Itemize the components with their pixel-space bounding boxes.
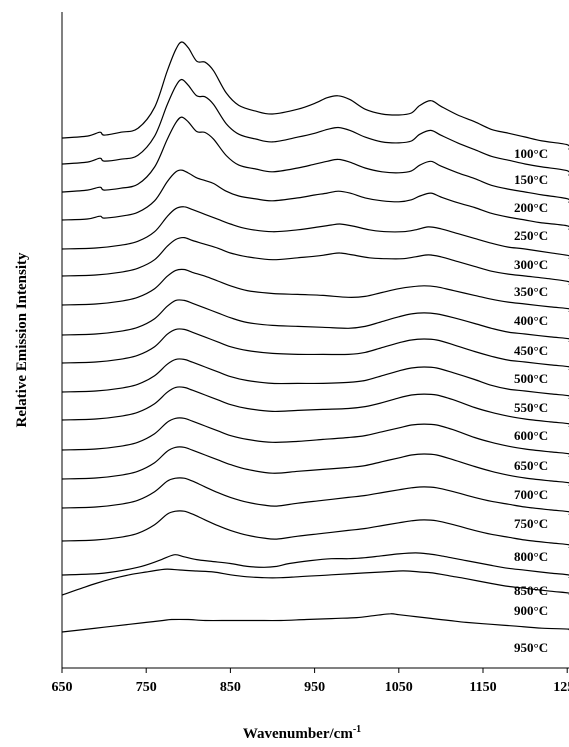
x-tick-label: 750	[136, 680, 157, 695]
spectrum-line	[61, 386, 569, 427]
curve-label: 400°C	[514, 313, 548, 328]
curve-label: 100°C	[514, 146, 548, 161]
curve-label: 350°C	[514, 284, 548, 299]
x-tick-label: 1250	[553, 680, 569, 695]
spectrum-line	[61, 78, 569, 176]
y-axis-title: Relative Emission Intensity	[14, 252, 30, 428]
spectrum-line	[61, 446, 569, 486]
curve-label: 950°C	[514, 640, 548, 655]
spectrum-line	[61, 568, 569, 596]
spectrum-line	[61, 299, 569, 342]
x-axis-title: Wavenumber/cm-1	[243, 724, 361, 742]
spectrum-line	[61, 477, 569, 515]
spectrum-line	[61, 613, 569, 633]
x-tick-label: 650	[52, 680, 73, 695]
x-tick-label: 1050	[385, 680, 413, 695]
spectrum-line	[61, 236, 569, 285]
spectrum-line	[61, 206, 569, 259]
spectrum-line	[61, 268, 569, 312]
curve-label: 300°C	[514, 257, 548, 272]
curve-label: 850°C	[514, 583, 548, 598]
curve-label: 900°C	[514, 603, 548, 618]
spectrum-line	[61, 358, 569, 399]
curve-label: 800°C	[514, 549, 548, 564]
x-tick-label: 1150	[469, 680, 496, 695]
spectra-curves	[61, 41, 569, 633]
curve-label: 600°C	[514, 428, 548, 443]
spectrum-line	[61, 328, 569, 370]
curve-label: 250°C	[514, 228, 548, 243]
spectrum-line	[61, 417, 569, 457]
curve-label: 200°C	[514, 200, 548, 215]
spectrum-line	[61, 116, 569, 203]
curve-labels: 100°C 150°C 200°C 250°C 300°C 350°C 400°C 450°C…	[514, 146, 548, 655]
x-axis-title-superscript: -1	[353, 724, 361, 735]
x-axis-ticks: 650 750 850 950 1050 1150 1250	[52, 668, 569, 695]
x-axis-title-main: Wavenumber/cm	[243, 726, 353, 742]
spectrum-line	[61, 41, 569, 150]
spectrum-line	[61, 510, 569, 548]
curve-label: 550°C	[514, 400, 548, 415]
curve-label: 450°C	[514, 343, 548, 358]
x-tick-label: 850	[220, 680, 241, 695]
spectrum-line	[61, 552, 569, 578]
curve-label: 500°C	[514, 371, 548, 386]
curve-label: 750°C	[514, 516, 548, 531]
curve-label: 650°C	[514, 458, 548, 473]
spectrum-line	[61, 169, 569, 230]
x-tick-label: 950	[304, 680, 325, 695]
curve-label: 150°C	[514, 172, 548, 187]
curve-label: 700°C	[514, 487, 548, 502]
